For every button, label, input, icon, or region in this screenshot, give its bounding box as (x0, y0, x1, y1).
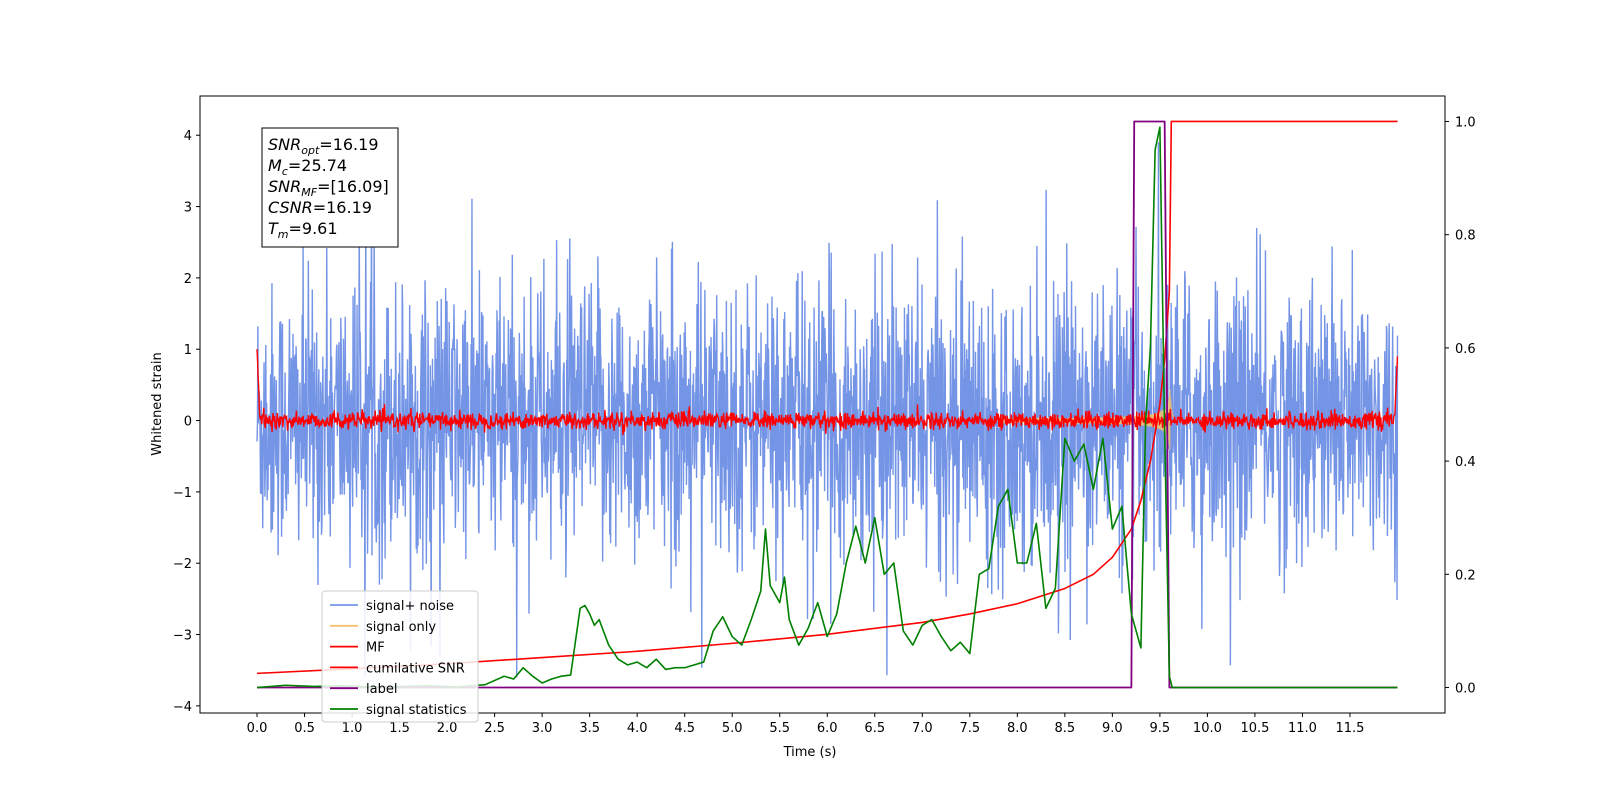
y-right-tick-label: 1.0 (1455, 115, 1476, 130)
y-left-tick-label: −1 (173, 486, 192, 501)
info-box-frame (261, 127, 399, 248)
info-var: T (268, 219, 279, 238)
signal-noise-line (256, 142, 1399, 678)
x-tick-label: 11.0 (1288, 721, 1317, 736)
info-value: =25.74 (288, 156, 347, 175)
info-box-line: SNRMF=[16.09] (268, 177, 389, 199)
y-right-tick-label: 0.8 (1455, 229, 1476, 244)
plot-area (256, 120, 1399, 689)
info-var: SNR (268, 177, 301, 196)
x-tick-label: 2.0 (437, 721, 458, 736)
y-right-tick-label: 0.2 (1455, 568, 1476, 583)
info-sub: opt (301, 144, 320, 157)
y-right-tick-label: 0.0 (1455, 682, 1476, 697)
legend-label: MF (366, 641, 385, 656)
y-left-tick-label: −3 (173, 629, 192, 644)
legend: signal+ noise signal only MF cumilative SNR… (321, 590, 479, 723)
series-signal-statistics (256, 126, 1398, 689)
info-var: SNR (268, 135, 301, 154)
y-axis-label: Whitened strain (150, 352, 165, 455)
x-tick-label: 3.0 (532, 721, 553, 736)
legend-label: signal+ noise (366, 599, 454, 614)
info-value: =[16.09] (317, 177, 389, 196)
x-axis-label: Time (s) (783, 745, 837, 760)
series-signal-noise (256, 142, 1399, 678)
x-tick-label: 3.5 (579, 721, 600, 736)
x-tick-label: 6.0 (817, 721, 838, 736)
legend-label: signal statistics (366, 703, 467, 718)
info-value: =16.19 (319, 135, 378, 154)
info-sub: m (278, 228, 289, 241)
y-left-tick-label: 3 (184, 201, 192, 216)
y-left-tick-label: 0 (184, 415, 192, 430)
x-tick-label: 8.5 (1055, 721, 1076, 736)
legend-label: cumilative SNR (366, 661, 465, 676)
info-sub: MF (301, 186, 317, 199)
info-var: CSNR (268, 198, 313, 217)
info-box-line: Tm=9.61 (268, 219, 338, 241)
y-right-tick-label: 0.6 (1455, 342, 1476, 357)
signal-statistics-line (256, 126, 1398, 689)
x-tick-label: 4.5 (674, 721, 695, 736)
x-tick-label: 4.0 (627, 721, 648, 736)
x-tick-label: 7.5 (959, 721, 980, 736)
info-box: SNRopt=16.19Mc=25.74SNRMF=[16.09]CSNR=16… (261, 127, 399, 248)
y-axis-right-ticks: 1.0 0.8 0.6 0.4 0.2 0.0 (1445, 115, 1476, 697)
info-sub: c (282, 165, 288, 178)
x-tick-label: 2.5 (484, 721, 505, 736)
plot-frame (199, 95, 1446, 714)
info-value: =16.19 (313, 198, 372, 217)
x-tick-label: 1.5 (389, 721, 410, 736)
y-left-tick-label: 1 (184, 343, 192, 358)
y-axis-left-ticks: 4 3 2 1 0 −1 −2 −3 −4 (173, 129, 200, 715)
x-tick-label: 9.5 (1150, 721, 1171, 736)
mf-line (256, 349, 1399, 436)
x-tick-label: 5.0 (722, 721, 743, 736)
info-box-line: SNRopt=16.19 (268, 135, 379, 157)
series-mf (256, 349, 1399, 436)
x-tick-label: 5.5 (769, 721, 790, 736)
legend-label: signal only (366, 620, 436, 635)
info-value: =9.61 (289, 219, 338, 238)
x-tick-label: 0.5 (294, 721, 315, 736)
x-tick-label: 9.0 (1102, 721, 1123, 736)
x-tick-label: 0.0 (247, 721, 268, 736)
x-tick-label: 6.5 (864, 721, 885, 736)
y-left-tick-label: 2 (184, 272, 192, 287)
x-axis-ticks: 0.0 0.5 1.0 1.5 2.0 2.5 3.0 3.5 4.0 4.5 5.0 5.5 6.0 6… (247, 713, 1364, 736)
x-tick-label: 11.5 (1335, 721, 1364, 736)
x-tick-label: 8.0 (1007, 721, 1028, 736)
info-var: M (268, 156, 282, 175)
x-tick-label: 1.0 (342, 721, 363, 736)
legend-label: label (366, 682, 397, 697)
y-left-tick-label: −4 (173, 700, 192, 715)
x-tick-label: 10.0 (1193, 721, 1222, 736)
x-tick-label: 7.0 (912, 721, 933, 736)
x-tick-label: 10.5 (1240, 721, 1269, 736)
y-left-tick-label: −2 (173, 557, 192, 572)
info-box-line: CSNR=16.19 (268, 198, 372, 217)
info-box-line: Mc=25.74 (268, 156, 347, 178)
y-left-tick-label: 4 (184, 129, 192, 144)
y-right-tick-label: 0.4 (1455, 455, 1476, 470)
legend-frame (321, 590, 479, 723)
